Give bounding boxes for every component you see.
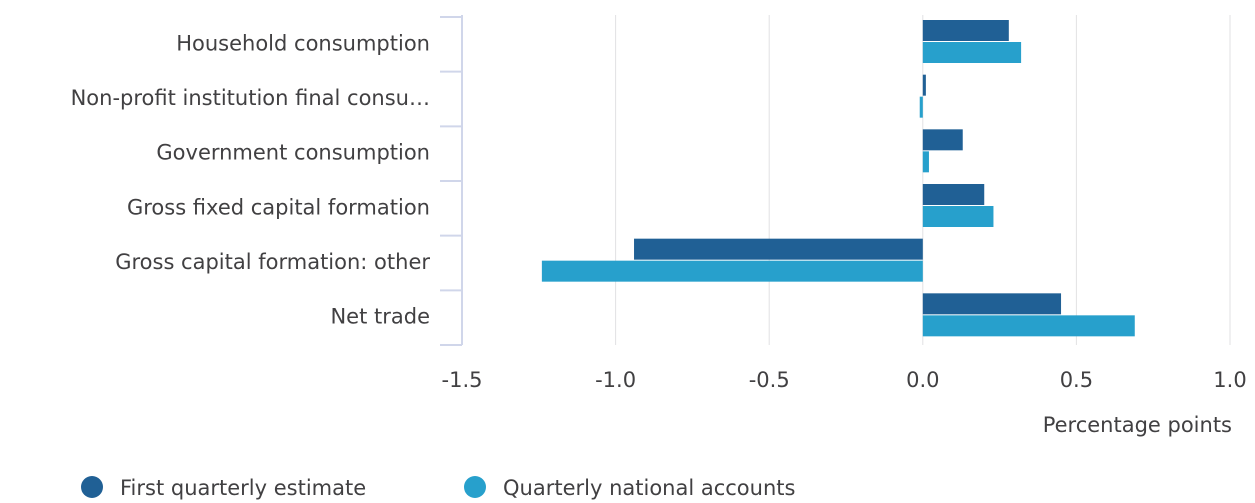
bar <box>922 293 1062 315</box>
bar <box>922 20 1009 41</box>
x-tick-label: -1.0 <box>595 368 636 392</box>
x-tick-label: 0.0 <box>906 368 939 392</box>
bar <box>919 96 923 118</box>
bar <box>541 260 923 282</box>
y-tick-label: Net trade <box>330 305 430 329</box>
bar <box>634 238 923 260</box>
bar <box>922 74 926 96</box>
legend-label: First quarterly estimate <box>120 476 366 500</box>
x-axis-label: Percentage points <box>1043 413 1232 437</box>
y-tick-label: Gross fixed capital formation <box>127 195 430 219</box>
bar <box>922 151 929 173</box>
x-tick-label: 1.0 <box>1213 368 1246 392</box>
legend-label: Quarterly national accounts <box>503 476 795 500</box>
bar <box>922 184 985 205</box>
y-tick-label: Gross capital formation: other <box>115 250 430 274</box>
bar <box>922 315 1135 337</box>
bar <box>922 129 963 151</box>
legend-marker <box>464 476 486 498</box>
x-tick-label: -0.5 <box>749 368 790 392</box>
x-tick-label: 0.5 <box>1060 368 1093 392</box>
bar <box>922 42 1022 63</box>
x-tick-label: -1.5 <box>442 368 483 392</box>
legend-marker <box>81 476 103 498</box>
y-tick-label: Household consumption <box>176 31 430 55</box>
y-tick-label: Government consumption <box>156 141 430 165</box>
bar <box>922 206 994 227</box>
y-tick-label: Non-profit institution final consu… <box>71 86 430 110</box>
